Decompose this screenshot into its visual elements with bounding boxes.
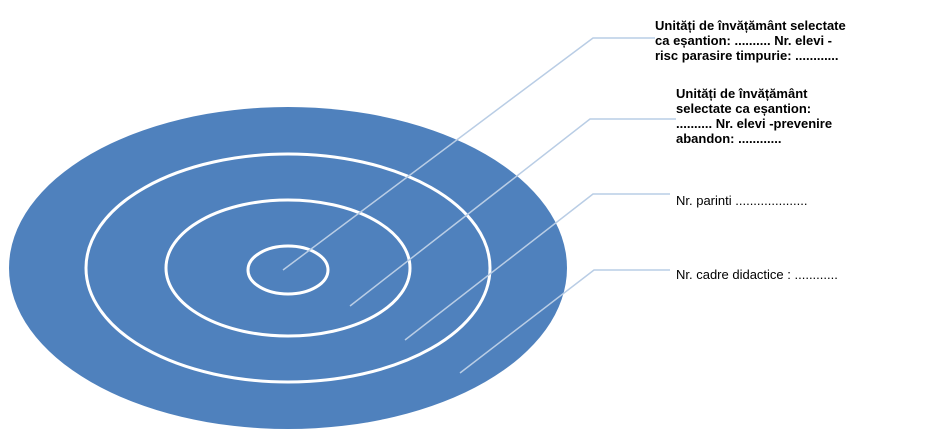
label-sample-units-early-leaving: Unități de învățământ selectate ca eșant…	[655, 18, 846, 63]
label-teachers-count: Nr. cadre didactice : ............	[676, 267, 838, 282]
ring-3	[84, 152, 492, 384]
outer-disk	[9, 107, 567, 429]
leader-line-3	[404, 193, 670, 341]
leader-line-1	[282, 37, 655, 271]
leader-line-2	[349, 118, 676, 307]
ring-1-center	[246, 244, 330, 296]
label-parents-count: Nr. parinti ....................	[676, 193, 808, 208]
ring-2	[164, 198, 412, 338]
label-sample-units-abandon-prevention: Unități de învățământ selectate ca eșant…	[676, 86, 833, 146]
leader-line-4	[459, 269, 670, 374]
